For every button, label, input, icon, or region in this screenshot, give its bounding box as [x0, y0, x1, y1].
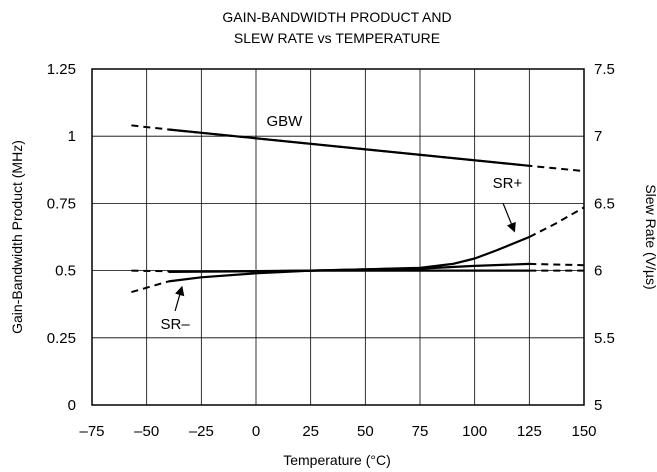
annotation-arrow	[174, 285, 185, 312]
y-right-tick-label: 7.5	[594, 61, 615, 78]
y-right-tick-labels: 5 5.5 6 6.5 7 7.5	[594, 61, 615, 414]
plot-frame	[91, 68, 585, 406]
annotations: GBW SR+ SR–	[160, 113, 522, 333]
annotation-arrow	[502, 203, 516, 233]
series-sr-minus-dashed	[529, 262, 585, 267]
y-left-tick-label: 0.75	[47, 195, 76, 212]
y-right-tick-label: 6	[594, 263, 602, 280]
series-lines	[131, 124, 585, 294]
y-left-tick-label: 0.5	[55, 263, 76, 280]
x-tick-label: –75	[79, 423, 104, 440]
y-left-tick-label: 1	[68, 128, 76, 145]
y-left-tick-label: 1.25	[47, 61, 76, 78]
y-left-tick-labels: 0 0.25 0.5 0.75 1 1.25	[47, 61, 76, 414]
x-tick-label: –50	[134, 423, 159, 440]
chart-subtitle: SLEW RATE vs TEMPERATURE	[234, 30, 440, 46]
x-tick-labels: –75 –50 –25 0 25 50 75 100 125 150	[79, 423, 596, 440]
x-tick-label: 75	[412, 423, 429, 440]
y-left-tick-label: 0.25	[47, 330, 76, 347]
annotation-label: GBW	[267, 113, 304, 130]
y-axis-left-label: Gain-Bandwidth Product (MHz)	[9, 140, 25, 334]
x-tick-label: 0	[252, 423, 260, 440]
series-reference-dashed	[131, 269, 169, 273]
annotation-label: SR–	[160, 316, 190, 333]
y-right-tick-label: 5	[594, 397, 602, 414]
x-tick-label: 50	[357, 423, 374, 440]
x-tick-label: 150	[571, 423, 596, 440]
y-right-tick-label: 7	[594, 128, 602, 145]
series-sr-plus-dashed	[528, 206, 585, 238]
y-axis-right-label: Slew Rate (V/µs)	[643, 184, 657, 289]
y-right-tick-label: 6.5	[594, 195, 615, 212]
annotation-label: SR+	[493, 175, 523, 192]
x-tick-label: 125	[517, 423, 542, 440]
x-tick-label: 25	[302, 423, 319, 440]
series-sr-minus-line	[168, 262, 530, 283]
series-sr-minus-dashed	[131, 280, 169, 294]
grid	[92, 69, 584, 405]
series-gbw-line	[168, 128, 530, 167]
x-tick-label: –25	[189, 423, 214, 440]
y-right-tick-label: 5.5	[594, 330, 615, 347]
series-reference-line	[168, 269, 530, 273]
x-axis-label: Temperature (°C)	[283, 452, 391, 468]
y-left-tick-label: 0	[68, 397, 76, 414]
chart-title: GAIN-BANDWIDTH PRODUCT AND	[222, 9, 451, 25]
x-tick-label: 100	[462, 423, 487, 440]
